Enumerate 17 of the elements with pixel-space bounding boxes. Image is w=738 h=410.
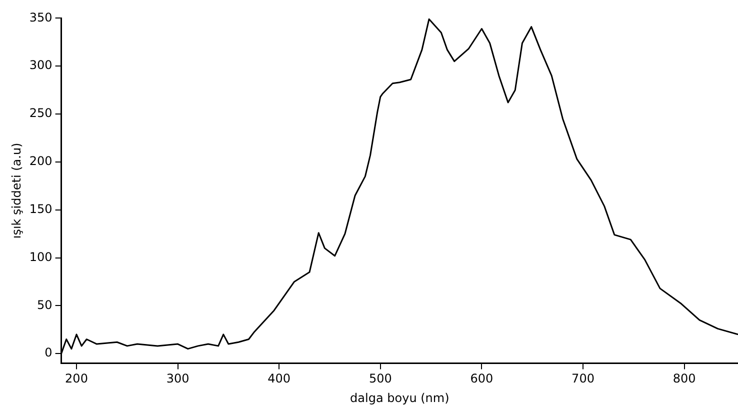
x-tick-label: 300 <box>166 372 190 386</box>
x-tick-label: 700 <box>572 372 594 386</box>
x-tick-label: 600 <box>470 372 494 386</box>
y-tick-label: 200 <box>29 154 52 168</box>
y-tick-label: 350 <box>29 10 52 24</box>
x-tick-label: 400 <box>268 372 291 386</box>
y-tick-label: 0 <box>44 346 52 360</box>
y-tick-label: 150 <box>29 202 52 216</box>
x-axis-title: dalga boyu (nm) <box>350 390 450 405</box>
y-tick-label: 250 <box>29 106 52 120</box>
x-tick-label: 800 <box>672 372 696 386</box>
y-tick-label: 300 <box>29 58 52 72</box>
x-tick-label: 500 <box>368 372 392 386</box>
y-axis-title: ışık şiddeti (a.u) <box>9 142 24 239</box>
x-tick-label: 200 <box>65 372 88 386</box>
y-tick-label: 50 <box>37 298 52 312</box>
y-tick-label: 100 <box>29 250 52 264</box>
